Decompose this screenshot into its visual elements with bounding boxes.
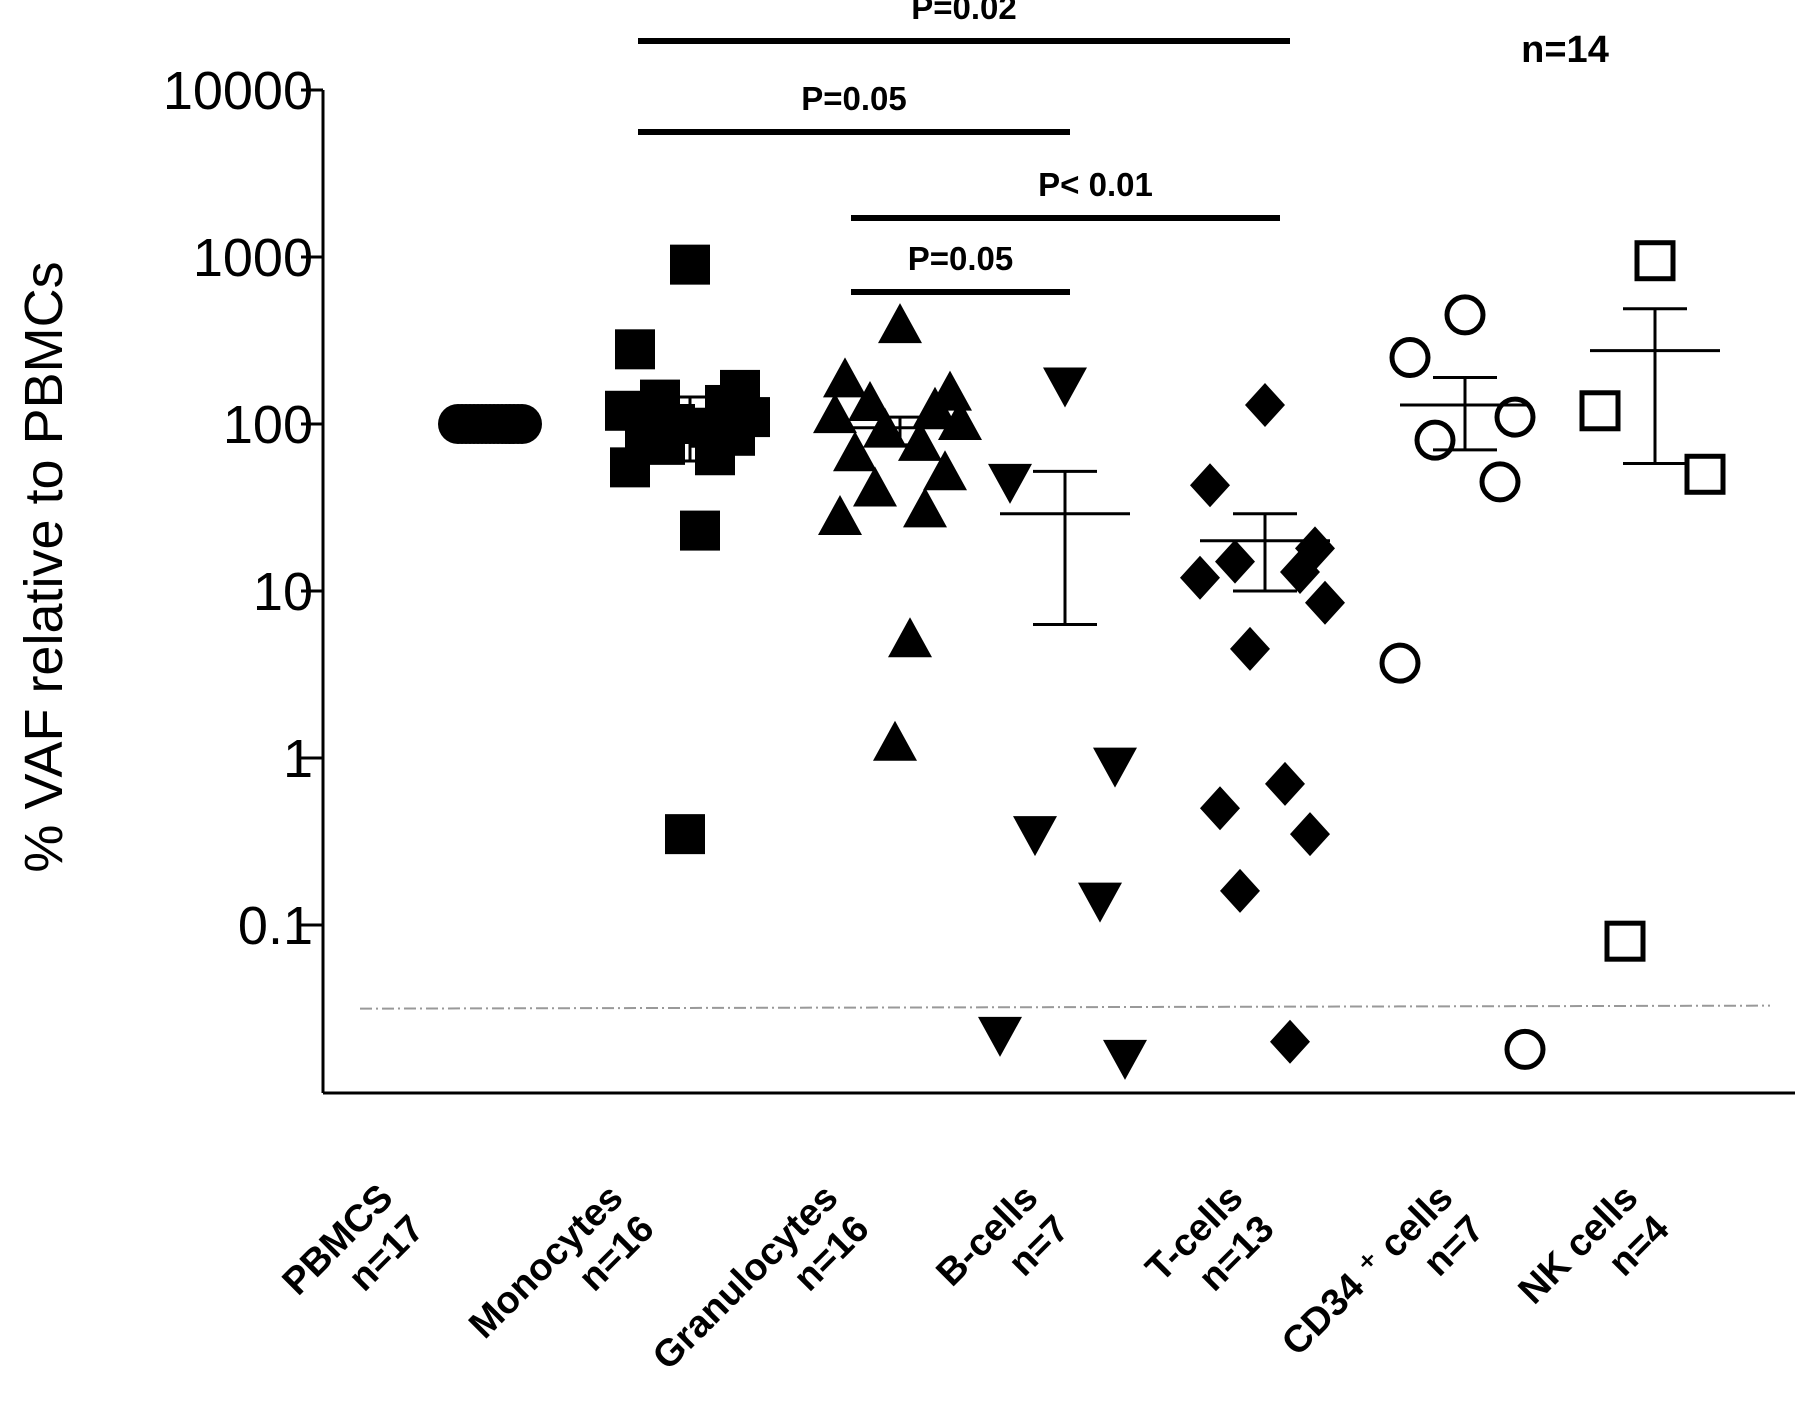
detection-limit-line: [359, 1004, 1771, 1010]
data-point: [818, 494, 862, 535]
y-axis-label: % VAF relative to PBMCs: [14, 261, 74, 872]
data-point: [853, 466, 897, 507]
data-point: [988, 463, 1032, 504]
data-point: [913, 386, 957, 427]
data-point: [1013, 816, 1057, 857]
y-tick-label: 1: [283, 729, 313, 789]
data-point: [1280, 549, 1320, 594]
data-point: [898, 420, 942, 461]
significance-brackets: P=0.02 P=0.05 P< 0.01 P=0.05: [638, 0, 1290, 295]
data-point: [502, 404, 542, 444]
y-tick-label: 0.1: [238, 896, 313, 956]
data-point: [695, 435, 735, 476]
data-point: [1504, 1028, 1546, 1070]
data-point: [1389, 337, 1431, 379]
y-tick-label: 10: [253, 562, 313, 622]
data-point: [813, 393, 857, 434]
data-point: [1215, 539, 1255, 584]
data-point: [1265, 761, 1305, 806]
data-point: [873, 720, 917, 761]
data-point: [665, 814, 705, 855]
data-point: [1103, 1039, 1147, 1080]
data-point: [1190, 463, 1230, 508]
data-points-layer: [438, 240, 1726, 1080]
data-point: [680, 510, 720, 551]
detection-limit-layer: [359, 1004, 1771, 1010]
data-point: [1043, 367, 1087, 408]
significance-label: P< 0.01: [1038, 166, 1153, 203]
data-point: [670, 244, 710, 285]
data-point: [1093, 747, 1137, 788]
data-point: [1245, 382, 1285, 427]
data-point: [1634, 240, 1676, 282]
significance-label: P=0.02: [911, 0, 1017, 26]
data-point: [1290, 812, 1330, 857]
data-point: [1200, 786, 1240, 831]
data-point: [1684, 453, 1726, 495]
y-tick-label: 1000: [193, 228, 313, 288]
data-point: [610, 447, 650, 488]
data-point: [1414, 419, 1456, 461]
data-point: [823, 357, 867, 398]
data-point: [1494, 396, 1536, 438]
data-point: [938, 400, 982, 440]
data-point: [878, 303, 922, 344]
data-point: [978, 1016, 1022, 1057]
data-point: [615, 329, 655, 370]
data-point: [1180, 555, 1220, 600]
data-point: [1220, 868, 1260, 913]
data-point: [903, 487, 947, 528]
data-point: [923, 450, 967, 491]
data-point: [833, 431, 877, 472]
data-point: [1230, 626, 1270, 671]
axes: 0.1 1 10 100 1000 10000: [163, 61, 1795, 1095]
data-point: [1078, 882, 1122, 923]
data-point: [1444, 294, 1486, 336]
data-point: [1305, 580, 1345, 625]
total-n-label: n=14: [1521, 29, 1609, 71]
data-point: [645, 424, 685, 465]
significance-label: P=0.05: [908, 240, 1014, 277]
y-tick-label: 100: [223, 395, 313, 455]
data-point: [863, 407, 907, 448]
data-point: [1604, 920, 1646, 962]
data-point: [1379, 642, 1421, 684]
data-point: [1270, 1019, 1310, 1064]
significance-label: P=0.05: [801, 80, 907, 117]
data-point: [848, 380, 892, 421]
data-point: [888, 617, 932, 658]
y-tick-label: 10000: [163, 61, 313, 121]
data-point: [1479, 461, 1521, 503]
error-bars-layer: [625, 307, 1720, 627]
data-point: [1579, 390, 1621, 432]
